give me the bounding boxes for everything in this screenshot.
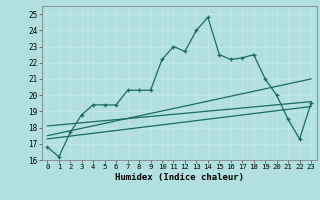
X-axis label: Humidex (Indice chaleur): Humidex (Indice chaleur) [115,173,244,182]
